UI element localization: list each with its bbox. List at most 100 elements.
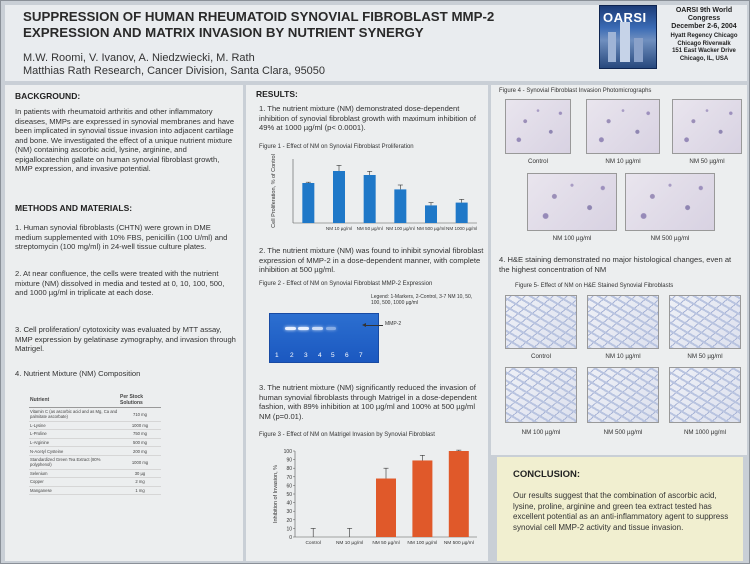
bar xyxy=(376,478,396,537)
figure-4-caption: NM 100 µg/ml xyxy=(552,235,592,242)
x-tick-label: NM 100 µg/ml xyxy=(407,540,437,546)
conference-line: Hyatt Regency Chicago xyxy=(670,33,738,39)
photomicrograph xyxy=(672,99,742,154)
lane-number: 4 xyxy=(318,352,322,359)
mmp-2-label: MMP-2 xyxy=(385,321,402,327)
nutrient-amount: 500 mg xyxy=(119,438,161,448)
he-stain-image xyxy=(587,295,659,349)
he-stain-image xyxy=(587,367,659,423)
building-shape xyxy=(608,32,616,62)
bar xyxy=(302,183,315,223)
nutrient-amount: 2 mg xyxy=(119,477,161,487)
bar xyxy=(455,202,468,223)
result-4: 4. H&E staining demonstrated no major hi… xyxy=(499,255,732,274)
bar xyxy=(333,171,345,223)
gel-band xyxy=(298,327,309,330)
affiliation: Matthias Rath Research, Cancer Division,… xyxy=(23,65,326,77)
he-stain-image xyxy=(505,367,577,423)
building-shape xyxy=(634,38,643,62)
y-tick-label: 60 xyxy=(286,483,292,489)
figure-5-caption: NM 10 µg/ml xyxy=(605,353,641,360)
bar xyxy=(363,175,376,223)
table-row: Selenium 30 µg xyxy=(29,469,161,479)
figure-3-chart: Inhibition of Invasion, % 0 10 20 30 40 50 60 70… xyxy=(273,449,477,546)
x-tick-label: Control xyxy=(305,540,320,546)
photomicrograph xyxy=(625,173,715,231)
x-tick-label: NM 10 µg/ml xyxy=(326,226,352,231)
conference-line: 151 East Wacker Drive xyxy=(672,48,736,54)
figure-4-caption: Control xyxy=(528,158,548,165)
conference-line: December 2-6, 2004 xyxy=(671,23,737,30)
nutrient-name: L-Lysine xyxy=(29,421,119,431)
conference-line: Chicago, IL, USA xyxy=(679,55,729,62)
y-tick-label: 20 xyxy=(286,518,292,524)
lane-number: 3 xyxy=(304,352,308,359)
nutrient-name: Vitamin C (as ascorbic acid and as Mg, C… xyxy=(29,407,119,422)
figure-5-caption: NM 100 µg/ml xyxy=(521,429,561,436)
figure-2-legend: Legend: 1-Markers, 2-Control, 3-7 NM 10,… xyxy=(371,294,473,306)
nutrient-name: N-Acetyl Cysteine xyxy=(29,446,119,456)
lane-number: 5 xyxy=(331,352,335,359)
result-1: 1. The nutrient mixture (NM) demonstrate… xyxy=(259,104,476,132)
result-3: 3. The nutrient mixture (NM) significant… xyxy=(259,383,477,421)
table-header-row: Nutrient Per Stock Solutions xyxy=(29,393,161,408)
x-tick-label: NM 10 µg/ml xyxy=(336,540,363,546)
lane-number: 2 xyxy=(290,352,294,359)
table-row: Copper 2 mg xyxy=(29,477,161,487)
x-tick-label: NM 1000 µg/ml xyxy=(446,226,477,231)
method-item: 2. At near confluence, the cells were tr… xyxy=(15,269,225,297)
conference-info: OARSI 9th World Congress December 2-6, 2… xyxy=(661,7,747,63)
table-row: Standardized Green Tea Extract (80% poly… xyxy=(29,455,161,470)
cover-label: OARSI xyxy=(603,10,647,25)
nutrient-amount: 1 mg xyxy=(119,486,161,496)
y-tick-label: 100 xyxy=(284,449,293,455)
background-heading: BACKGROUND: xyxy=(15,91,81,101)
y-axis-label: Inhibition of Invasion, % xyxy=(273,465,279,523)
method-item: 3. Cell proliferation/ cytotoxicity was … xyxy=(15,325,236,353)
figure-4-caption: NM 500 µg/ml xyxy=(650,235,690,242)
figure-4-title: Figure 4 - Synovial Fibroblast Invasion … xyxy=(499,88,652,94)
x-tick-label: NM 500 µg/ml xyxy=(444,540,474,546)
y-tick-label: 30 xyxy=(286,509,292,515)
bar xyxy=(448,451,469,537)
result-2: 2. The nutrient mixture (NM) was found t… xyxy=(259,246,484,274)
figure-5-caption: NM 1000 µg/ml xyxy=(683,429,727,436)
figure-4-caption: NM 10 µg/ml xyxy=(605,158,641,165)
photomicrograph xyxy=(527,173,617,231)
table-row: L-Proline 750 mg xyxy=(29,429,161,439)
method-item: 4. Nutrient Mixture (NM) Composition xyxy=(15,369,141,378)
nutrient-amount: 200 mg xyxy=(119,446,161,456)
table-row: Vitamin C (as ascorbic acid and as Mg, C… xyxy=(29,407,161,422)
authors: M.W. Roomi, V. Ivanov, A. Niedzwiecki, M… xyxy=(23,52,255,64)
he-stain-image xyxy=(669,295,741,349)
bar xyxy=(412,460,433,537)
conclusion-box xyxy=(497,457,743,561)
table-row: L-Lysine 1000 mg xyxy=(29,421,161,431)
y-tick-label: 10 xyxy=(286,526,292,532)
y-tick-label: 80 xyxy=(286,466,292,472)
results-heading: RESULTS: xyxy=(256,89,298,99)
nutrient-amount: 1000 mg xyxy=(119,455,161,470)
gel-band xyxy=(312,327,323,330)
figure-5-caption: Control xyxy=(531,353,551,360)
y-tick-label: 70 xyxy=(286,475,292,481)
table-row: N-Acetyl Cysteine 200 mg xyxy=(29,446,161,456)
x-tick-label: NM 500 µg/ml xyxy=(417,226,446,231)
figure-5-caption: NM 50 µg/ml xyxy=(687,353,723,360)
bar xyxy=(394,189,407,223)
figure-1-title: Figure 1 - Effect of NM on Synovial Fibr… xyxy=(259,144,414,150)
conference-line: OARSI 9th World Congress xyxy=(675,7,733,22)
nutrient-name: L-Proline xyxy=(29,429,119,439)
background-text: In patients with rheumatoid arthritis an… xyxy=(15,107,235,173)
methods-heading: METHODS AND MATERIALS: xyxy=(15,203,133,213)
composition-table: Nutrient Per Stock Solutions Vitamin C (… xyxy=(29,393,161,496)
he-stain-image xyxy=(669,367,741,423)
figure-2-title: Figure 2 - Effect of NM on Synovial Fibr… xyxy=(259,281,433,287)
conclusion-text: Our results suggest that the combination… xyxy=(513,491,729,532)
x-tick-label: NM 50 µg/ml xyxy=(372,540,399,546)
nutrient-name: Manganese xyxy=(29,486,119,496)
table-row: L-Arginine 500 mg xyxy=(29,438,161,448)
figure-5-title: Figure 5- Effect of NM on H&E Stained Sy… xyxy=(515,283,674,289)
method-item: 1. Human synovial fibroblasts (CHTN) wer… xyxy=(15,223,228,251)
